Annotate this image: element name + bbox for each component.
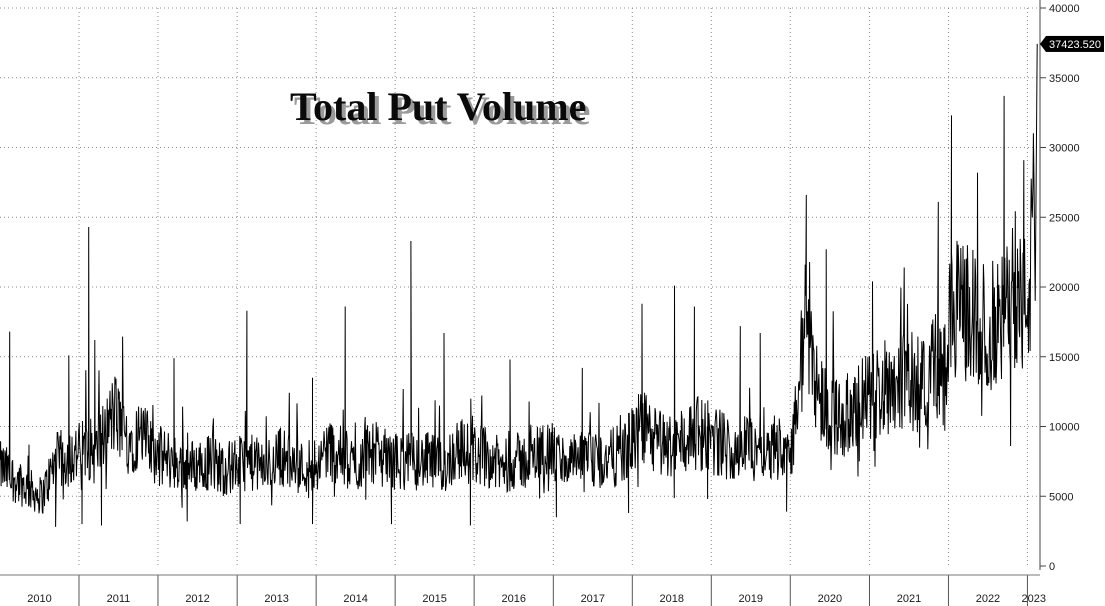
y-tick-label: 10000	[1049, 422, 1080, 434]
y-tick-label: 5000	[1049, 491, 1073, 503]
last-value-pointer	[1040, 35, 1046, 52]
y-tick-label: 30000	[1049, 143, 1080, 155]
x-tick-label: 2010	[27, 593, 51, 605]
x-tick-label: 2019	[739, 593, 763, 605]
last-value-box	[1046, 35, 1104, 52]
x-tick-label: 2022	[976, 593, 1000, 605]
x-tick-label: 2015	[422, 593, 446, 605]
y-tick-label: 25000	[1049, 212, 1080, 224]
y-tick-label: 0	[1049, 561, 1055, 573]
x-tick-label: 2023	[1021, 593, 1045, 605]
y-tick-label: 20000	[1049, 282, 1080, 294]
axes: 0 5000 10000 15000 20000 25000 30000 35000 40000…	[0, 0, 1080, 606]
x-tick-label: 2018	[660, 593, 684, 605]
last-value-badge: 37423.520	[1040, 35, 1104, 52]
x-tick-label: 2020	[818, 593, 842, 605]
x-tick-label: 2012	[185, 593, 209, 605]
y-tick-label: 35000	[1049, 73, 1080, 85]
last-value-label: 37423.520	[1049, 39, 1101, 51]
chart-title: Total Put Volume	[290, 84, 586, 129]
chart-title-shadow: Total Put Volume	[294, 88, 590, 133]
y-tick-label: 15000	[1049, 352, 1080, 364]
put-volume-line	[0, 43, 1038, 527]
chart-title-group: Total Put Volume Total Put Volume	[290, 84, 590, 133]
series-line	[0, 43, 1038, 527]
x-tick-label: 2017	[581, 593, 605, 605]
x-tick-label: 2013	[264, 593, 288, 605]
x-tick-label: 2021	[897, 593, 921, 605]
x-tick-label: 2014	[343, 593, 367, 605]
y-tick-label: 40000	[1049, 3, 1080, 15]
x-tick-label: 2016	[501, 593, 525, 605]
x-tick-label: 2011	[107, 593, 131, 605]
